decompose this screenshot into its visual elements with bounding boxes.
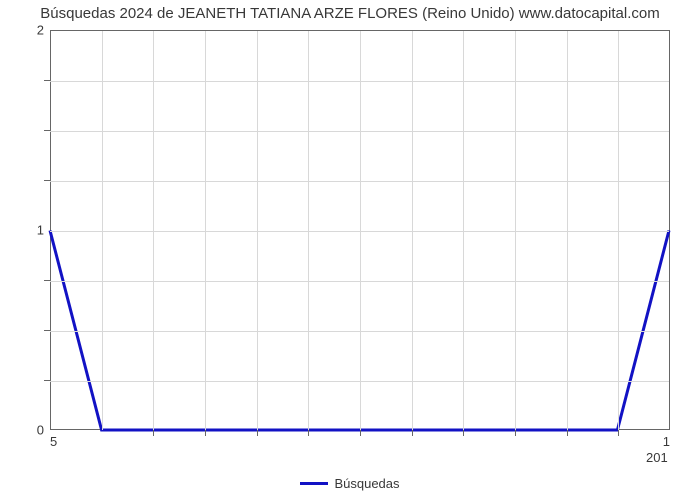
x-minor-tick — [205, 430, 206, 436]
x-minor-tick — [257, 430, 258, 436]
gridline-v — [153, 31, 154, 430]
gridline-v — [102, 31, 103, 430]
x-minor-tick — [308, 430, 309, 436]
gridline-v — [567, 31, 568, 430]
y-tick-label: 1 — [14, 223, 44, 238]
gridline-v — [360, 31, 361, 430]
gridline-v — [463, 31, 464, 430]
y-minor-tick — [44, 130, 50, 131]
plot-area — [50, 30, 670, 430]
gridline-v — [618, 31, 619, 430]
y-minor-tick — [44, 80, 50, 81]
y-tick-label: 0 — [14, 423, 44, 438]
gridline-v — [205, 31, 206, 430]
x-minor-tick — [463, 430, 464, 436]
x-minor-tick — [360, 430, 361, 436]
x-tick-label-right-2: 201 — [646, 450, 668, 465]
legend: Búsquedas — [0, 475, 700, 491]
x-tick-label-left: 5 — [50, 434, 57, 449]
y-minor-tick — [44, 380, 50, 381]
x-minor-tick — [515, 430, 516, 436]
x-minor-tick — [153, 430, 154, 436]
x-minor-tick — [567, 430, 568, 436]
chart-title: Búsquedas 2024 de JEANETH TATIANA ARZE F… — [0, 5, 700, 22]
gridline-v — [257, 31, 258, 430]
legend-swatch — [300, 482, 328, 485]
y-tick-label: 2 — [14, 23, 44, 38]
legend-label: Búsquedas — [334, 476, 399, 491]
gridline-v — [308, 31, 309, 430]
x-minor-tick — [618, 430, 619, 436]
y-minor-tick — [44, 280, 50, 281]
gridline-v — [412, 31, 413, 430]
y-minor-tick — [44, 330, 50, 331]
y-minor-tick — [44, 180, 50, 181]
gridline-v — [515, 31, 516, 430]
x-tick-label-right-1: 1 — [663, 434, 670, 449]
x-minor-tick — [412, 430, 413, 436]
